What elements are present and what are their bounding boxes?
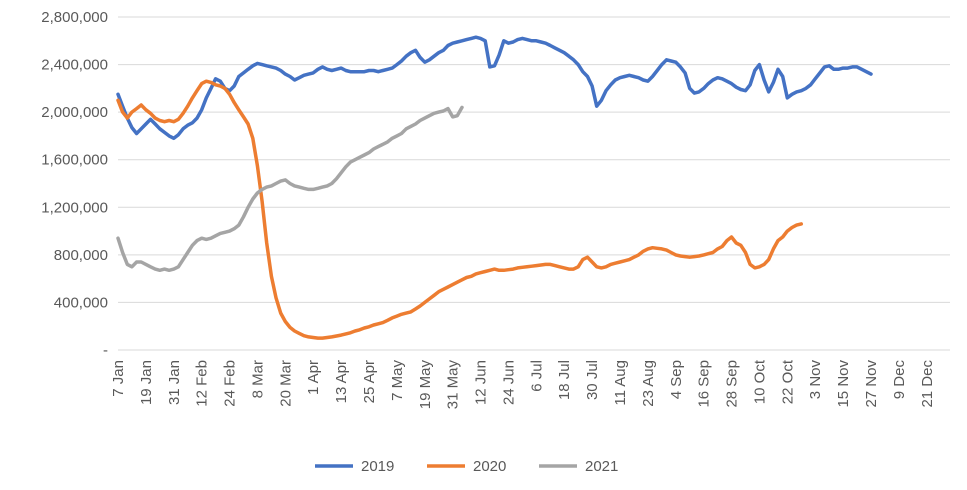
x-tick-label: 7 May: [389, 360, 406, 401]
legend-label: 2021: [585, 458, 618, 475]
x-tick-label: 28 Sep: [724, 360, 741, 408]
x-tick-label: 3 Nov: [807, 360, 824, 400]
x-tick-label: 8 Mar: [249, 360, 266, 398]
x-tick-label: 4 Sep: [668, 360, 685, 399]
y-tick-label: 800,000: [54, 247, 108, 264]
legend: 2019 2020 2021: [315, 458, 618, 475]
legend-label: 2020: [473, 458, 506, 475]
legend-item-2020: 2020: [427, 458, 506, 475]
x-tick-label: 13 Apr: [333, 360, 350, 403]
x-tick-label: 6 Jul: [528, 360, 545, 392]
x-tick-label: 15 Nov: [835, 360, 852, 408]
legend-item-2019: 2019: [315, 458, 394, 475]
y-tick-label: 2,000,000: [41, 104, 108, 121]
y-tick-label: 2,800,000: [41, 9, 108, 26]
x-tick-label: 21 Dec: [919, 360, 936, 408]
series-line-2020: [116, 79, 804, 340]
y-tick-label: 400,000: [54, 294, 108, 311]
legend-item-2021: 2021: [539, 458, 618, 475]
x-tick-label: 23 Aug: [640, 360, 657, 407]
x-tick-label: 19 May: [417, 360, 434, 410]
x-tick-label: 12 Jun: [473, 360, 490, 405]
x-tick-label: 18 Jul: [556, 360, 573, 400]
x-tick-label: 7 Jan: [110, 360, 127, 397]
x-tick-label: 12 Feb: [194, 360, 211, 407]
x-tick-label: 11 Aug: [612, 360, 629, 406]
x-tick-label: 19 Jan: [138, 360, 155, 405]
x-tick-label: 20 Mar: [277, 360, 294, 407]
x-tick-label: 27 Nov: [863, 360, 880, 408]
x-tick-label: 31 May: [445, 360, 462, 410]
series-line-2019: [116, 35, 873, 141]
x-tick-label: 10 Oct: [751, 359, 768, 404]
x-tick-label: 24 Jun: [500, 360, 517, 405]
legend-label: 2019: [361, 458, 394, 475]
y-tick-label: -: [103, 342, 108, 359]
x-tick-label: 31 Jan: [166, 360, 183, 405]
y-axis-tick-labels: - 400,000 800,000 1,200,000 1,600,000 2,000,0…: [41, 9, 108, 359]
y-tick-label: 1,200,000: [41, 199, 108, 216]
series-lines: [116, 35, 873, 340]
x-axis-tick-labels: 7 Jan 19 Jan 31 Jan 12 Feb 24 Feb 8 Mar 20 Mar…: [110, 359, 936, 409]
x-tick-label: 1 Apr: [305, 360, 322, 395]
x-tick-label: 24 Feb: [222, 360, 239, 407]
x-tick-label: 30 Jul: [584, 360, 601, 400]
x-tick-label: 25 Apr: [361, 360, 378, 403]
x-tick-label: 16 Sep: [696, 360, 713, 408]
x-tick-label: 22 Oct: [779, 359, 796, 404]
y-tick-label: 2,400,000: [41, 57, 108, 74]
series-line-2021: [116, 105, 464, 273]
y-tick-label: 1,600,000: [41, 152, 108, 169]
x-tick-label: 9 Dec: [891, 360, 908, 400]
